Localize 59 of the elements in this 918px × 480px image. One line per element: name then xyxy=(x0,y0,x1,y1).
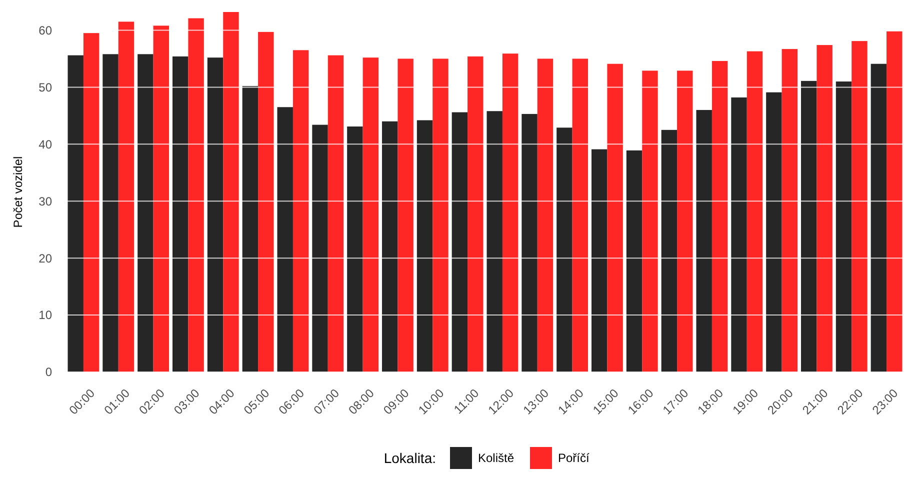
bar xyxy=(362,58,379,372)
bar xyxy=(188,18,204,372)
bar xyxy=(731,97,747,372)
bar xyxy=(816,45,832,372)
bar xyxy=(138,54,154,372)
y-tick-label: 0 xyxy=(45,365,52,380)
bar xyxy=(886,31,902,372)
bar xyxy=(83,33,100,372)
bar xyxy=(591,149,608,372)
bar xyxy=(382,121,398,372)
y-tick-label: 30 xyxy=(38,194,52,208)
bar xyxy=(870,64,887,372)
y-tick-label: 40 xyxy=(38,137,52,152)
bar xyxy=(223,12,239,372)
bar xyxy=(207,58,224,372)
bar xyxy=(277,107,293,372)
bar xyxy=(258,32,274,372)
bar xyxy=(782,49,798,372)
bar xyxy=(416,120,433,372)
y-tick-label: 50 xyxy=(38,80,52,94)
bar xyxy=(68,55,84,372)
bar xyxy=(852,41,868,372)
bar xyxy=(537,58,554,372)
y-axis-title: Počet vozidel xyxy=(11,156,25,228)
bar xyxy=(626,150,642,372)
bar xyxy=(452,112,468,372)
bar xyxy=(153,26,170,372)
bar xyxy=(677,70,693,372)
bar xyxy=(347,126,363,372)
bar xyxy=(800,80,817,372)
bar xyxy=(502,54,518,372)
bar xyxy=(712,60,728,372)
bar xyxy=(432,58,448,372)
bar xyxy=(102,54,118,372)
y-tick-label: 10 xyxy=(38,308,52,322)
bar xyxy=(242,86,258,372)
bar xyxy=(556,128,572,372)
bar xyxy=(312,124,328,372)
y-tick-label: 60 xyxy=(38,23,52,38)
bar xyxy=(398,58,414,372)
bar xyxy=(486,111,502,372)
bar xyxy=(328,55,344,372)
bar xyxy=(468,56,484,372)
legend-label: Koliště xyxy=(478,451,514,466)
bar xyxy=(607,64,623,372)
bar xyxy=(292,50,309,372)
bar xyxy=(572,58,588,372)
bar xyxy=(642,70,658,372)
bar xyxy=(661,130,678,372)
bar xyxy=(696,110,712,372)
bar xyxy=(118,22,134,372)
legend-label: Poříčí xyxy=(558,451,590,466)
bar xyxy=(766,92,782,372)
bar xyxy=(836,81,852,372)
bar xyxy=(746,51,763,372)
bar xyxy=(522,114,538,372)
bar xyxy=(172,56,188,372)
y-tick-label: 20 xyxy=(38,251,52,266)
legend-title: Lokalita: xyxy=(384,450,436,466)
